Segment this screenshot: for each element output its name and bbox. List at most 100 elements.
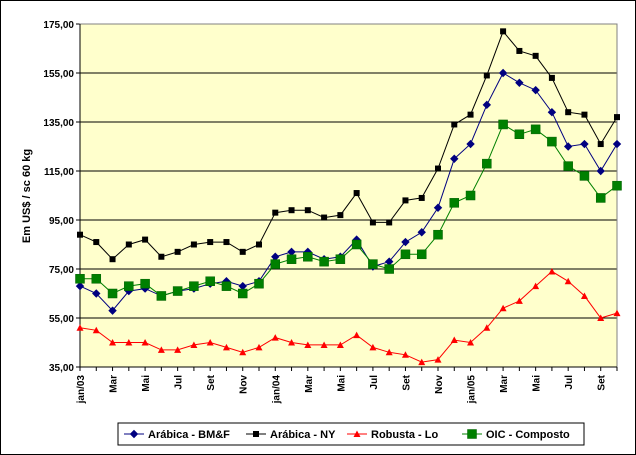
point-marker (614, 114, 620, 121)
point-marker (532, 282, 540, 290)
legend-entry: Arábica - NY (246, 429, 336, 441)
x-tick-labels: jan/03 Mar Mai Jul Set Nov jan/04 Mar Mai Jul Set N… (76, 367, 618, 405)
x-tick-label: Jul (369, 375, 380, 390)
point-marker (547, 107, 557, 117)
x-tick-label: jan/03 (76, 375, 87, 405)
point-marker (450, 336, 458, 344)
x-tick-label: Set (401, 374, 412, 390)
point-marker (482, 158, 492, 169)
x-tick-label: Mar (304, 375, 315, 393)
legend-label: Arábica - BM&F (148, 429, 230, 441)
point-marker (221, 281, 232, 291)
point-marker (467, 339, 475, 346)
point-marker (483, 324, 491, 331)
point-marker (237, 288, 248, 299)
point-marker (351, 239, 362, 250)
y-tick-labels: 35,00 55,00 75,00 95,00 115,00 135,00 155,00 17… (43, 20, 74, 374)
point-marker (129, 429, 139, 439)
point-marker (531, 85, 540, 95)
point-marker (450, 154, 459, 163)
point-marker (107, 288, 118, 299)
point-marker (547, 136, 557, 147)
point-marker (76, 324, 84, 331)
y-tick-label: 35,00 (49, 363, 74, 374)
point-marker (369, 219, 376, 226)
point-marker (612, 139, 622, 149)
x-tick-label: jan/05 (467, 375, 478, 405)
point-marker (320, 341, 328, 348)
y-tick-label: 55,00 (49, 314, 74, 325)
point-marker (467, 429, 477, 439)
point-marker (272, 209, 279, 216)
plot-area (80, 24, 617, 367)
point-marker (190, 241, 197, 248)
point-marker (433, 203, 443, 212)
y-tick-label: 155,00 (43, 69, 74, 80)
point-marker (451, 121, 458, 128)
point-marker (384, 264, 394, 274)
point-marker (75, 281, 85, 291)
point-marker (353, 331, 361, 339)
point-marker (174, 248, 181, 255)
point-marker (335, 254, 346, 264)
point-marker (158, 253, 165, 260)
point-marker (156, 291, 167, 301)
point-marker (189, 281, 199, 291)
point-marker (93, 239, 100, 246)
point-marker (141, 339, 149, 346)
x-tick-label: Jul (564, 375, 575, 390)
point-marker (467, 111, 474, 118)
point-marker (109, 256, 116, 263)
point-marker (142, 236, 149, 243)
point-marker (255, 343, 263, 351)
point-marker (321, 214, 328, 221)
point-marker (286, 254, 297, 264)
point-marker (435, 165, 441, 172)
x-tick-label: Jul (174, 375, 185, 390)
point-marker (385, 348, 393, 356)
legend: Arábica - BM&F Arábica - NY Robusta - Lo OI… (117, 422, 585, 446)
point-marker (304, 341, 312, 348)
y-tick-label: 95,00 (49, 216, 74, 227)
point-marker (270, 259, 281, 269)
point-marker (336, 341, 344, 348)
point-marker (514, 129, 525, 139)
series-line (79, 270, 618, 363)
point-marker (124, 281, 134, 291)
x-tick-label: Set (597, 374, 608, 390)
point-marker (402, 197, 409, 204)
point-marker (416, 249, 427, 260)
point-marker (157, 346, 165, 353)
point-marker (595, 193, 606, 203)
point-marker (140, 278, 150, 289)
legend-entry: OIC - Composto (462, 429, 570, 441)
point-marker (125, 241, 132, 248)
point-marker (368, 259, 378, 269)
point-marker (580, 139, 589, 149)
point-marker (564, 277, 572, 285)
point-marker (515, 78, 524, 88)
point-marker (581, 111, 588, 118)
point-marker (548, 74, 555, 81)
point-marker (207, 239, 214, 246)
x-tick-label: Nov (239, 375, 250, 394)
x-tick-label: Mar (499, 375, 510, 393)
point-marker (596, 166, 605, 176)
x-tick-label: Mai (532, 375, 543, 392)
point-marker (515, 297, 523, 304)
y-tick-label: 75,00 (49, 265, 74, 276)
point-marker (271, 334, 279, 341)
point-marker (401, 351, 409, 358)
point-marker (613, 309, 621, 317)
point-marker (239, 348, 247, 356)
x-tick-label: Mar (109, 375, 120, 393)
series-robusta-lo (76, 267, 621, 366)
point-marker (288, 207, 295, 214)
series-line (79, 30, 618, 260)
point-marker (206, 339, 214, 346)
point-marker (108, 306, 117, 315)
point-marker (579, 171, 590, 181)
x-tick-label: Set (206, 374, 217, 390)
point-marker (256, 241, 262, 248)
legend-entry: Arábica - BM&F (124, 429, 230, 441)
